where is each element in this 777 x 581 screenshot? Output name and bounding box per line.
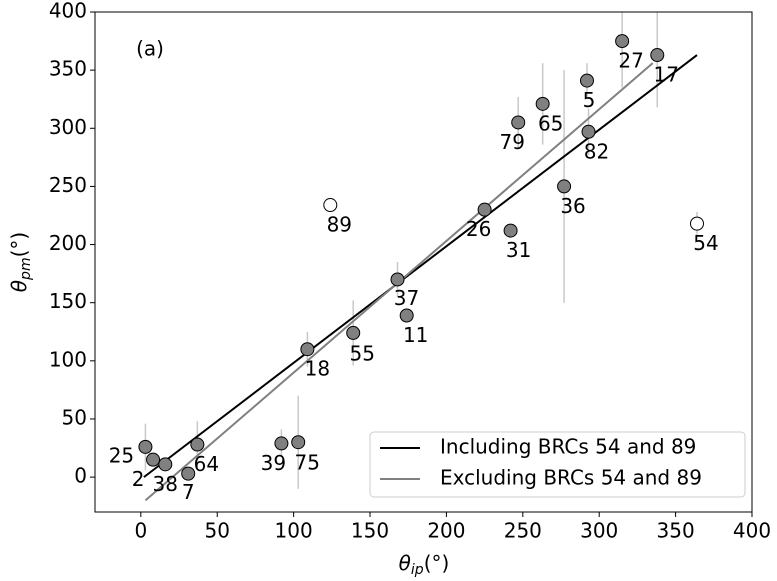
point-label: 55 bbox=[349, 341, 374, 365]
x-tick-label: 300 bbox=[580, 519, 618, 543]
point-label: 64 bbox=[194, 452, 219, 476]
x-tick-label: 200 bbox=[427, 519, 465, 543]
point bbox=[346, 325, 361, 340]
legend-label: Excluding BRCs 54 and 89 bbox=[440, 466, 702, 490]
point bbox=[146, 452, 161, 467]
point-label: 75 bbox=[294, 451, 319, 475]
y-tick-label: 50 bbox=[62, 405, 87, 429]
point-label: 39 bbox=[261, 451, 286, 475]
x-tick-label: 350 bbox=[657, 519, 695, 543]
y-tick-label: 0 bbox=[74, 464, 87, 488]
point bbox=[511, 115, 526, 130]
fit-line bbox=[143, 54, 698, 478]
point-label: 37 bbox=[394, 286, 419, 310]
point-label: 27 bbox=[618, 49, 643, 73]
x-label-subscript: ip bbox=[411, 562, 424, 578]
y-tick-label: 100 bbox=[49, 347, 87, 371]
point-label: 38 bbox=[153, 472, 178, 496]
point bbox=[581, 124, 596, 139]
error-bars bbox=[144, 12, 698, 489]
y-tick-label: 350 bbox=[49, 57, 87, 81]
x-tick-label: 400 bbox=[733, 519, 771, 543]
point bbox=[138, 439, 153, 454]
x-axis-label: θip(°) bbox=[399, 551, 450, 579]
y-tick-label: 300 bbox=[49, 115, 87, 139]
point-label: 18 bbox=[305, 357, 330, 381]
y-tick-label: 150 bbox=[49, 289, 87, 313]
point-label: 65 bbox=[538, 111, 563, 135]
point-label: 26 bbox=[466, 217, 491, 241]
point-label: 89 bbox=[327, 213, 352, 237]
point bbox=[291, 435, 306, 450]
point-label: 2 bbox=[132, 467, 145, 491]
point bbox=[274, 436, 289, 451]
x-tick-label: 50 bbox=[205, 519, 230, 543]
point bbox=[181, 466, 196, 481]
point-label: 36 bbox=[560, 194, 585, 218]
point-label: 25 bbox=[109, 443, 134, 467]
point bbox=[399, 308, 414, 323]
point-label: 79 bbox=[500, 130, 525, 154]
point bbox=[579, 73, 594, 88]
x-tick-label: 150 bbox=[351, 519, 389, 543]
point bbox=[390, 272, 405, 287]
point bbox=[300, 342, 315, 357]
y-label-symbol: θ bbox=[7, 280, 31, 292]
y-label-subscript: pm bbox=[18, 257, 34, 281]
point bbox=[535, 96, 550, 111]
point bbox=[689, 216, 704, 231]
x-label-symbol: θ bbox=[399, 551, 411, 575]
point bbox=[190, 437, 205, 452]
point-label: 5 bbox=[583, 88, 596, 112]
point bbox=[503, 223, 518, 238]
point bbox=[615, 34, 630, 49]
legend-box bbox=[369, 431, 746, 498]
point-label: 54 bbox=[693, 231, 718, 255]
points bbox=[138, 34, 704, 481]
y-tick-label: 250 bbox=[49, 173, 87, 197]
plot-frame bbox=[94, 11, 753, 513]
point bbox=[477, 202, 492, 217]
point-label: 7 bbox=[182, 480, 195, 504]
point-label: 11 bbox=[403, 323, 428, 347]
legend-label: Including BRCs 54 and 89 bbox=[440, 435, 696, 459]
y-tick-label: 200 bbox=[49, 231, 87, 255]
point bbox=[323, 198, 338, 213]
point-label: 31 bbox=[506, 238, 531, 262]
point bbox=[650, 48, 665, 63]
point bbox=[158, 457, 173, 472]
x-tick-label: 100 bbox=[275, 519, 313, 543]
point-label: 17 bbox=[654, 63, 679, 87]
x-label-unit: (°) bbox=[424, 551, 450, 575]
x-tick-label: 250 bbox=[504, 519, 542, 543]
x-tick-label: 0 bbox=[134, 519, 147, 543]
y-axis-label: θpm(°) bbox=[7, 232, 35, 292]
point-label: 82 bbox=[584, 139, 609, 163]
panel-label: (a) bbox=[136, 37, 164, 61]
y-tick-label: 400 bbox=[49, 0, 87, 23]
y-label-unit: (°) bbox=[7, 232, 31, 258]
point bbox=[557, 179, 572, 194]
